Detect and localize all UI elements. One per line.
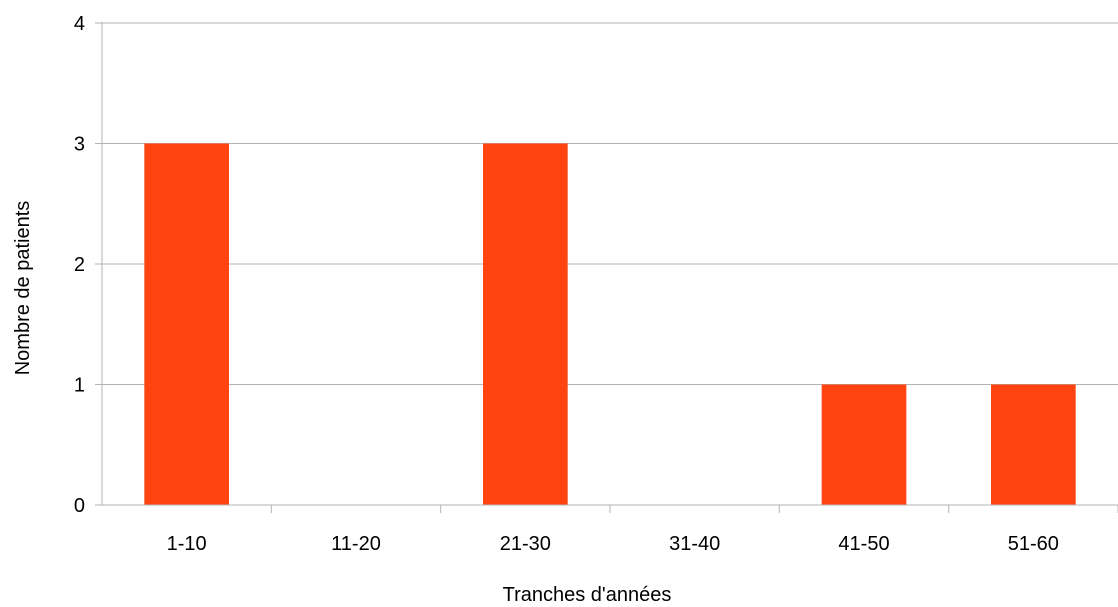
y-tick-label: 4 xyxy=(74,13,85,35)
bar-51-60 xyxy=(991,384,1076,505)
y-tick-labels: 0 1 2 3 4 xyxy=(74,13,85,517)
y-axis-title: Nombre de patients xyxy=(12,201,34,376)
gridlines xyxy=(95,22,1118,513)
x-tick-labels: 1-10 11-20 21-30 31-40 41-50 51-60 xyxy=(167,533,1059,555)
y-tick-label: 2 xyxy=(74,254,85,276)
y-tick-label: 0 xyxy=(74,495,85,517)
y-tick-label: 1 xyxy=(74,375,85,397)
x-tick-label: 31-40 xyxy=(669,533,720,555)
x-tick-label: 1-10 xyxy=(167,533,207,555)
bar-1-10 xyxy=(144,143,229,505)
axes xyxy=(101,22,1118,506)
x-tick-label: 41-50 xyxy=(838,533,889,555)
x-tick-label: 11-20 xyxy=(331,533,381,555)
bars xyxy=(144,143,1076,505)
bar-21-30 xyxy=(483,143,568,505)
x-axis-title: Tranches d'années xyxy=(503,584,672,606)
x-tick-label: 51-60 xyxy=(1008,533,1059,555)
bar-41-50 xyxy=(821,384,907,505)
x-tick-label: 21-30 xyxy=(500,533,551,555)
y-tick-label: 3 xyxy=(74,134,85,156)
